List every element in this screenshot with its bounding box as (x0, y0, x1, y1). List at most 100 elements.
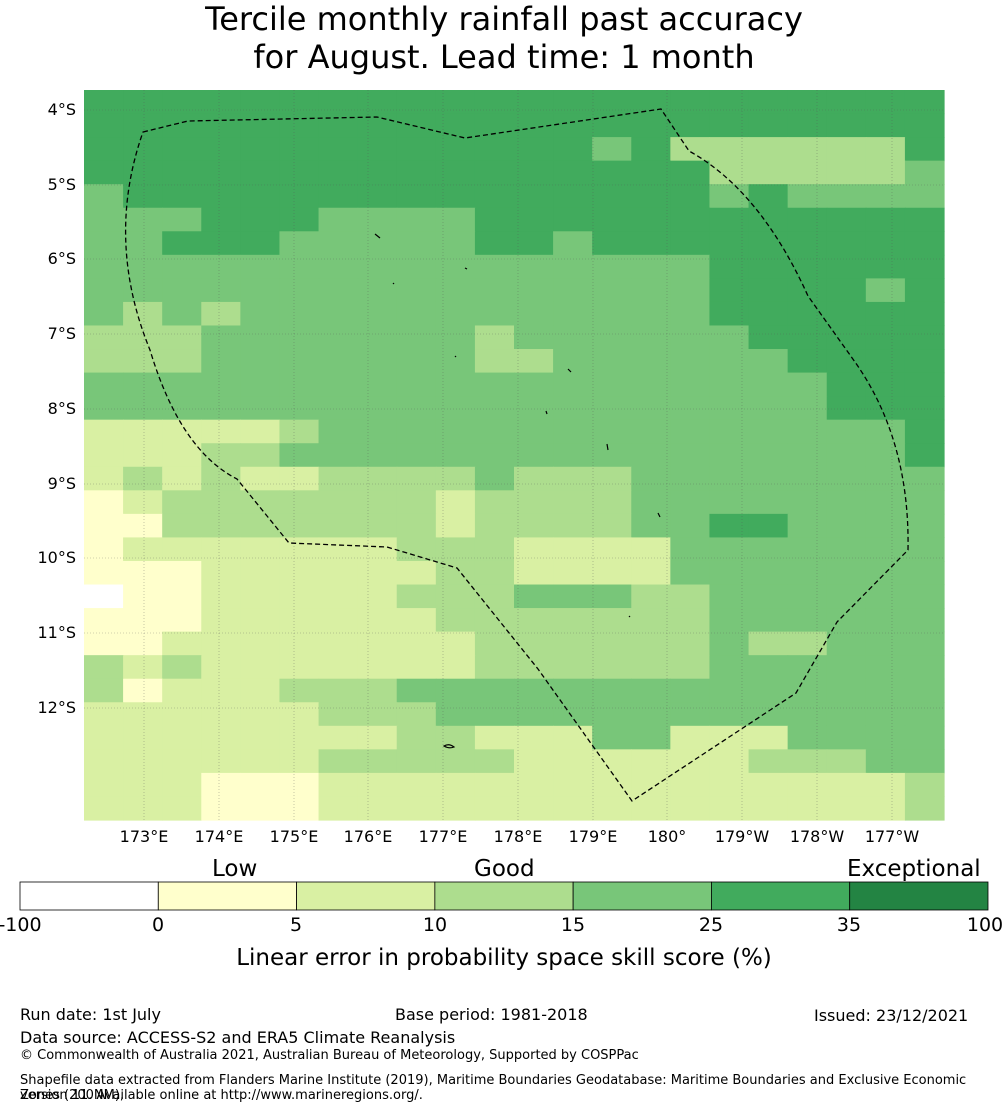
category-label-exceptional: Exceptional (847, 856, 981, 882)
grid-cell (357, 90, 398, 115)
grid-cell (709, 160, 750, 185)
colorbar-tick: 100 (966, 914, 1004, 936)
grid-cell (318, 419, 359, 444)
grid-cell (865, 419, 906, 444)
grid-cell (748, 160, 789, 185)
grid-cell (826, 254, 867, 279)
base-period: Base period: 1981-2018 (395, 1005, 588, 1024)
grid-cell (787, 349, 828, 374)
grid-cell (904, 655, 945, 680)
grid-cell (865, 608, 906, 633)
grid-cell (904, 584, 945, 609)
grid-cell (318, 278, 359, 303)
grid-cell (514, 584, 554, 609)
grid-cell (162, 490, 202, 515)
grid-cell (709, 537, 750, 562)
grid-cell (201, 655, 241, 680)
grid-cell (670, 655, 711, 680)
grid-cell (201, 772, 241, 798)
grid-cell (201, 231, 241, 256)
grid-cell (84, 584, 124, 609)
grid-cell (787, 184, 828, 209)
grid-cell (631, 655, 671, 680)
colorbar-segment (711, 881, 851, 911)
grid-cell (592, 443, 632, 468)
grid-cell (123, 702, 163, 727)
grid-cell (826, 466, 867, 491)
grid-cell (670, 537, 711, 562)
grid-cell (84, 513, 124, 539)
grid-cell (474, 749, 515, 774)
grid-cell (748, 725, 789, 750)
grid-cell (474, 231, 515, 256)
grid-cell (748, 655, 789, 680)
grid-cell (162, 160, 202, 185)
grid-cell (787, 419, 828, 444)
grid-cell (318, 631, 359, 656)
grid-cell (435, 466, 476, 491)
grid-cell (84, 207, 124, 232)
grid-cell (748, 749, 789, 774)
grid-cell (474, 278, 515, 303)
data-source: Data source: ACCESS-S2 and ERA5 Climate … (20, 1028, 456, 1047)
grid-cell (553, 513, 593, 539)
grid-cell (396, 443, 437, 468)
grid-cell (592, 796, 632, 821)
grid-cell (201, 113, 241, 138)
chart-title-line-2: for August. Lead time: 1 month (253, 38, 755, 76)
lat-label: 11°S (37, 623, 76, 642)
lon-label: 176°E (343, 827, 393, 846)
grid-cell (84, 113, 124, 138)
grid-cell (748, 137, 789, 162)
grid-cell (748, 466, 789, 491)
grid-cell (279, 466, 320, 491)
grid-cell (435, 325, 476, 350)
grid-cell (396, 231, 437, 256)
grid-cell (865, 90, 906, 115)
grid-cell (357, 537, 398, 562)
grid-cell (904, 772, 945, 798)
grid-cell (709, 113, 750, 138)
grid-cell (435, 184, 476, 209)
grid-cell (826, 537, 867, 562)
grid-cell (709, 349, 750, 374)
colorbar-segment (434, 881, 574, 911)
grid-cell (435, 113, 476, 138)
grid-cell (865, 513, 906, 539)
grid-cell (318, 184, 359, 209)
copyright-notice: © Commonwealth of Australia 2021, Austra… (20, 1048, 639, 1063)
grid-cell (435, 443, 476, 468)
grid-cell (474, 584, 515, 609)
colorbar-tick: 25 (698, 914, 724, 936)
grid-cell (357, 184, 398, 209)
grid-cell (435, 608, 476, 633)
grid-cell (553, 231, 593, 256)
grid-cell (553, 796, 593, 821)
grid-cell (865, 560, 906, 586)
grid-cell (435, 560, 476, 586)
grid-cell (514, 608, 554, 633)
grid-cell (201, 301, 241, 327)
grid-cell (123, 796, 163, 821)
grid-cell (592, 396, 632, 421)
grid-cell (709, 772, 750, 798)
grid-cell (201, 702, 241, 727)
grid-cell (865, 631, 906, 656)
grid-cell (514, 231, 554, 256)
grid-cell (84, 278, 124, 303)
grid-cell (162, 372, 202, 397)
grid-cell (748, 631, 789, 656)
grid-cell (435, 584, 476, 609)
grid-cell (631, 372, 671, 397)
island-outline (567, 368, 572, 373)
grid-cell (201, 466, 241, 491)
grid-cell (162, 349, 202, 374)
grid-cell (670, 137, 711, 162)
grid-cell (201, 396, 241, 421)
grid-cell (162, 90, 202, 115)
grid-cell (748, 772, 789, 798)
grid-cell (162, 443, 202, 468)
grid-cell (279, 608, 320, 633)
grid-cell (826, 372, 867, 397)
grid-cell (904, 372, 945, 397)
